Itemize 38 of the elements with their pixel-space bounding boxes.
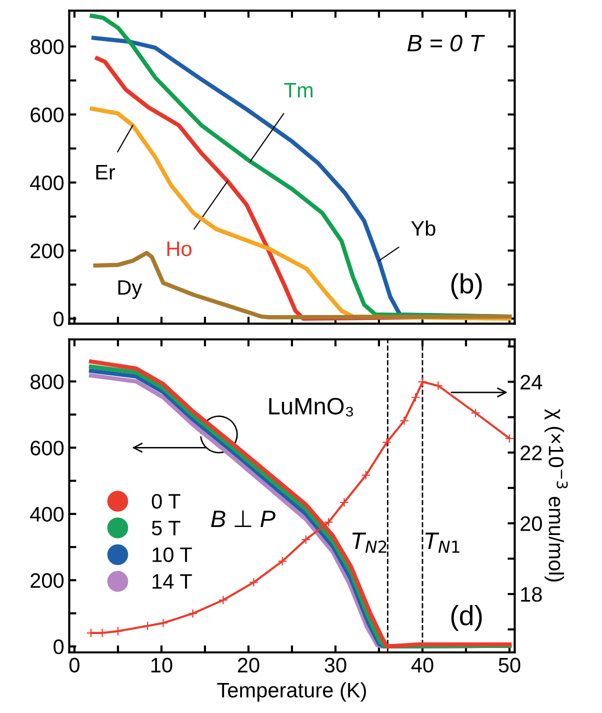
annotation: (d) (451, 605, 482, 631)
annotation: B ⊥ P (211, 510, 276, 528)
legend-label: 14 T (152, 574, 192, 589)
x-tick-label: 40 (411, 658, 434, 673)
y-tick-label: 800 (30, 374, 64, 390)
y2-tick-label: 18 (521, 587, 542, 602)
y-tick-label: 600 (30, 440, 64, 456)
annotation: LuMnO₃ (269, 398, 353, 416)
y2-tick-label: 24 (520, 374, 542, 390)
y-tick-label: 200 (30, 244, 64, 258)
x-tick-label: 50 (498, 658, 520, 673)
x-tick-label: 20 (238, 658, 260, 673)
annotation: (b) (451, 273, 482, 300)
x-tick-label: 0 (69, 658, 80, 673)
legend-label: 5 T (152, 520, 180, 536)
y-tick-label: 400 (30, 506, 64, 522)
annotation: B = 0 T (407, 34, 485, 52)
series-label: Dy (118, 280, 142, 299)
legend-label: 10 T (152, 547, 192, 562)
y2-axis-title: χ (×10$^{−3}$ emu/mol) (544, 409, 568, 582)
ref-line-label: T$_{N1}$ (425, 532, 460, 553)
series-label: Yb (411, 220, 436, 236)
y-tick-label: 0 (54, 312, 64, 326)
y-tick-label: 400 (30, 176, 64, 190)
y-tick-label: 800 (30, 39, 64, 54)
x-axis-title: Temperature (K) (217, 682, 366, 702)
legend-label: 0 T (152, 494, 180, 509)
text: Ho (167, 242, 192, 256)
y2-tick-label: 20 (520, 516, 542, 532)
y2-tick-label: 22 (520, 446, 542, 460)
x-tick-label: 10 (151, 658, 172, 673)
y-tick-label: 0 (54, 639, 64, 654)
y-tick-label: 200 (30, 573, 64, 588)
series-label: Er (96, 165, 116, 180)
y-tick-label: 600 (30, 107, 64, 122)
ref-line-label: T$_{N2}$ (352, 532, 386, 553)
text: Tm (284, 83, 312, 98)
x-tick-label: 30 (324, 658, 346, 673)
